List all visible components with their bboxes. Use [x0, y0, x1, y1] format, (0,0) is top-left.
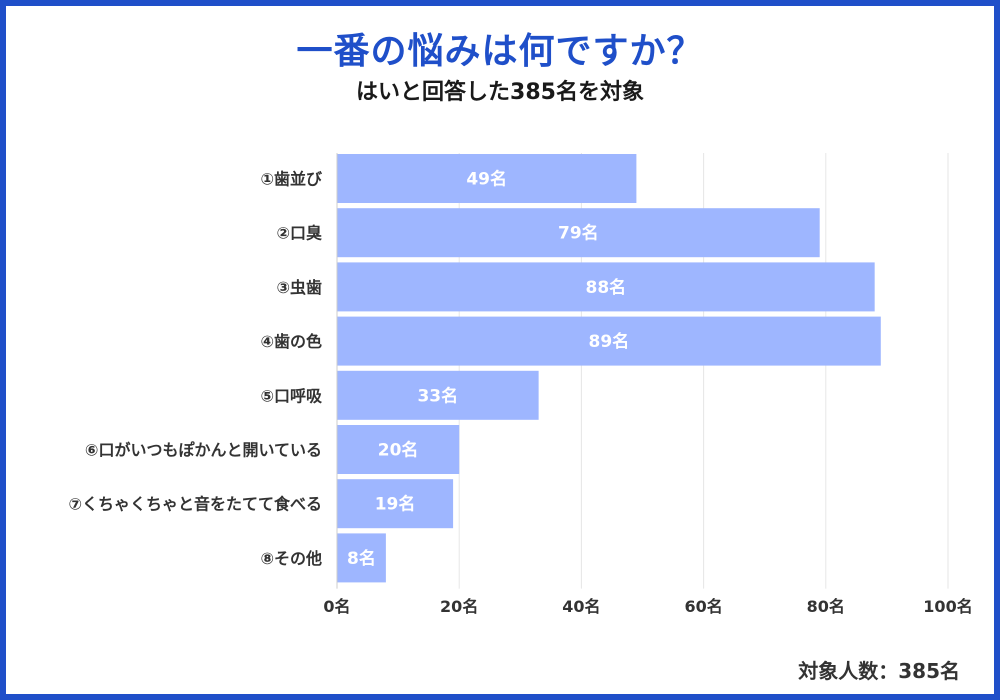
chart-title: 一番の悩みは何ですか？: [296, 31, 704, 72]
respondent-count-note: 対象人数：385名: [798, 659, 960, 683]
category-label: ③虫歯: [276, 278, 322, 297]
x-tick-label: 60名: [684, 597, 722, 616]
x-tick-label: 0名: [323, 597, 350, 616]
bar: [337, 262, 875, 312]
chart-subtitle: はいと回答した385名を対象: [356, 80, 644, 105]
bar-value-label: 33名: [417, 385, 458, 406]
category-label: ②口臭: [276, 224, 322, 243]
bar: [337, 370, 539, 420]
bar-value-label: 89名: [589, 331, 630, 352]
category-label: ⑦くちゃくちゃと音をたてて食べる: [68, 495, 322, 514]
category-label: ①歯並び: [260, 170, 323, 189]
bar-value-label: 49名: [466, 169, 507, 190]
category-label: ⑧その他: [260, 549, 322, 568]
bar: [337, 316, 881, 366]
bar: [337, 154, 637, 203]
bar-value-label: 88名: [586, 277, 627, 298]
x-tick-label: 80名: [807, 597, 845, 616]
x-tick-label: 40名: [562, 597, 600, 616]
category-label: ④歯の色: [260, 332, 322, 351]
bar-value-label: 79名: [558, 223, 599, 244]
bar: [337, 425, 460, 474]
bar: [337, 533, 386, 583]
bar-value-label: 8名: [347, 548, 376, 569]
bar-value-label: 20名: [378, 440, 419, 461]
bar: [337, 479, 454, 529]
x-tick-label: 100名: [923, 597, 972, 616]
category-label: ⑥口がいつもぽかんと開いている: [85, 441, 322, 460]
x-tick-label: 20名: [440, 597, 478, 616]
bar-value-label: 19名: [375, 494, 416, 515]
category-label: ⑤口呼吸: [260, 386, 323, 405]
bar: [337, 208, 820, 258]
